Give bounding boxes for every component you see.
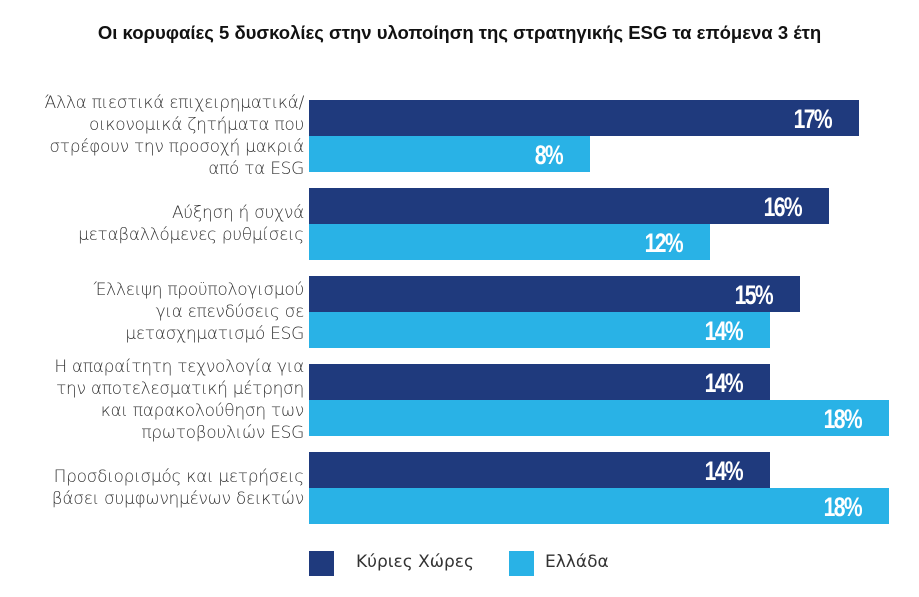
bar-main-countries: 15% <box>309 276 800 312</box>
category-label-line: μεταβαλλόμενες ρυθμίσεις <box>78 225 304 245</box>
category-label: Προσδιορισμός και μετρήσεις βάσει συμφωνη… <box>51 466 305 510</box>
category-label-line: Έλλειψη προϋπολογισμού <box>93 280 305 300</box>
bar-value-label: 14% <box>704 368 744 398</box>
category-label: Η απαραίτητη τεχνολογία για την αποτελεσμ… <box>54 356 304 444</box>
bar-value-label: 15% <box>734 280 774 310</box>
bar-greece: 18% <box>309 488 889 524</box>
category-label: Έλλειψη προϋπολογισμού για επενδύσεις σε μ… <box>93 279 305 345</box>
category-label-line: οικονομικά ζητήματα που <box>89 115 304 135</box>
bar-value-label: 14% <box>704 456 744 486</box>
category-label-line: πρωτοβουλιών ESG <box>141 423 304 443</box>
bar-value-label: 18% <box>823 404 863 434</box>
bar-value-label: 14% <box>704 316 744 346</box>
category-label-line: στρέφουν την προσοχή μακριά <box>49 137 304 157</box>
category-label: Αύξηση ή συχνά μεταβαλλόμενες ρυθμίσεις <box>78 202 304 246</box>
category-label-line: και παρακολούθηση των <box>100 401 305 421</box>
bar-greece: 18% <box>309 400 889 436</box>
legend-swatch-greece <box>509 551 534 576</box>
bar-value-label: 8% <box>534 140 564 170</box>
category-label-line: μετασχηματισμό ESG <box>125 324 304 344</box>
category-label: Άλλα πιεστικά επιχειρηματικά/οικονομικά … <box>44 92 305 180</box>
bar-main-countries: 14% <box>309 364 770 400</box>
legend-label-greece: Ελλάδα <box>545 552 609 572</box>
bar-value-label: 12% <box>644 228 684 258</box>
bar-value-label: 17% <box>793 104 833 134</box>
category-label-line: Άλλα πιεστικά επιχειρηματικά/ <box>44 93 305 113</box>
category-label-line: Αύξηση ή συχνά <box>171 203 304 223</box>
bar-main-countries: 17% <box>309 100 859 136</box>
bar-value-label: 18% <box>823 492 863 522</box>
bar-greece: 12% <box>309 224 710 260</box>
bar-main-countries: 16% <box>309 188 829 224</box>
bar-greece: 8% <box>309 136 590 172</box>
category-label-line: από τα ESG <box>208 159 304 179</box>
category-label-line: για επενδύσεις σε <box>155 302 305 322</box>
category-label-line: Η απαραίτητη τεχνολογία για <box>54 357 304 377</box>
category-label-line: Προσδιορισμός και μετρήσεις <box>53 467 305 487</box>
bar-main-countries: 14% <box>309 452 770 488</box>
chart-title: Οι κορυφαίες 5 δυσκολίες στην υλοποίηση … <box>97 22 822 43</box>
bar-value-label: 16% <box>763 192 803 222</box>
legend-swatch-main-countries <box>309 551 334 576</box>
legend-label-main-countries: Κύριες Χώρες <box>356 552 474 572</box>
bar-greece: 14% <box>309 312 770 348</box>
category-label-line: βάσει συμφωνημένων δεικτών <box>51 489 305 509</box>
category-label-line: την αποτελεσματική μέτρηση <box>56 379 304 399</box>
